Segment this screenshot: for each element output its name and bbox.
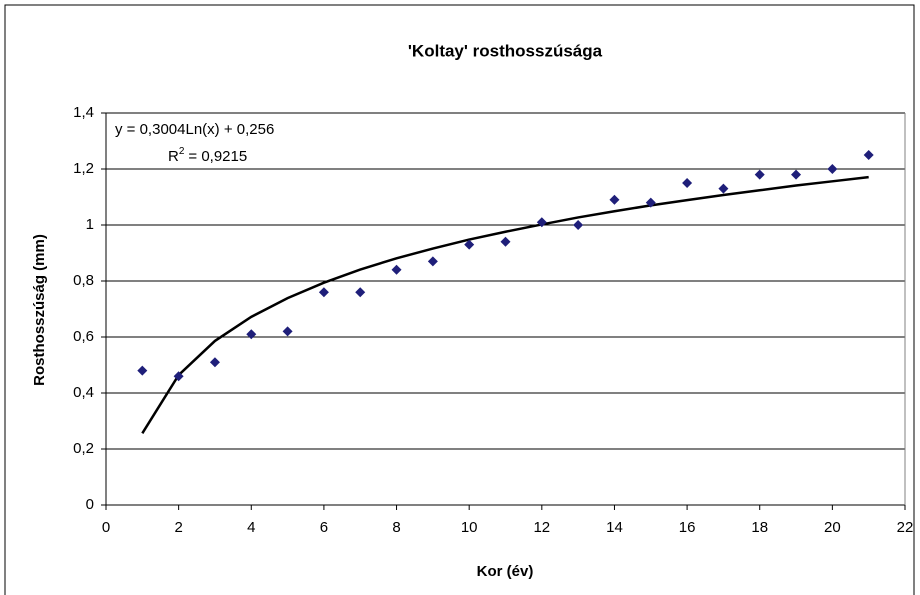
x-tick-label: 16	[679, 519, 696, 536]
x-tick-label: 4	[247, 519, 255, 536]
y-tick-label: 1,4	[73, 104, 94, 121]
trendline	[141, 175, 869, 434]
x-tick-label: 10	[461, 519, 478, 536]
data-point	[318, 287, 329, 298]
data-point	[718, 183, 729, 194]
x-axis-label: Kor (év)	[477, 563, 534, 580]
y-tick-label: 0,8	[73, 272, 94, 289]
data-point	[173, 371, 184, 382]
data-point	[355, 287, 366, 298]
x-tick-label: 6	[320, 519, 328, 536]
data-point	[682, 178, 693, 188]
data-point	[573, 220, 584, 230]
r2-text: = 0,9215	[188, 148, 247, 165]
data-point	[536, 217, 547, 228]
x-tick-label: 18	[751, 519, 768, 536]
y-tick-label: 0	[86, 496, 94, 513]
y-tick-label: 0,2	[73, 440, 94, 457]
data-point	[791, 169, 802, 180]
x-tick-label: 0	[102, 519, 110, 536]
data-point	[246, 329, 257, 340]
data-point	[137, 365, 148, 376]
r2-symbol: R	[168, 148, 179, 165]
chart-title: 'Koltay' rosthosszúsága	[408, 41, 603, 60]
data-point	[863, 150, 874, 160]
data-point	[282, 326, 293, 337]
trendline-equation: y = 0,3004Ln(x) + 0,256	[115, 121, 274, 138]
r2-exponent: 2	[179, 146, 185, 157]
y-tick-label: 0,6	[73, 328, 94, 345]
y-tick-label: 1	[86, 216, 94, 233]
data-point	[391, 264, 402, 275]
data-point	[645, 197, 656, 208]
x-tick-label: 20	[824, 519, 841, 536]
data-point	[609, 194, 620, 205]
x-tick-label: 12	[533, 519, 550, 536]
data-point	[464, 239, 475, 250]
y-tick-label: 0,4	[73, 384, 94, 401]
y-axis-label: Rosthosszúság (mm)	[31, 234, 48, 386]
data-point	[427, 256, 438, 267]
y-tick-label: 1,2	[73, 160, 94, 177]
data-point	[827, 164, 838, 174]
x-tick-label: 8	[392, 519, 400, 536]
x-tick-label: 2	[174, 519, 182, 536]
x-tick-label: 14	[606, 519, 623, 536]
data-point	[754, 169, 765, 180]
x-tick-label: 22	[897, 519, 914, 536]
chart-border	[4, 4, 915, 595]
r-squared: R2 = 0,9215	[168, 146, 247, 165]
data-point	[500, 236, 511, 247]
data-point	[209, 357, 220, 368]
